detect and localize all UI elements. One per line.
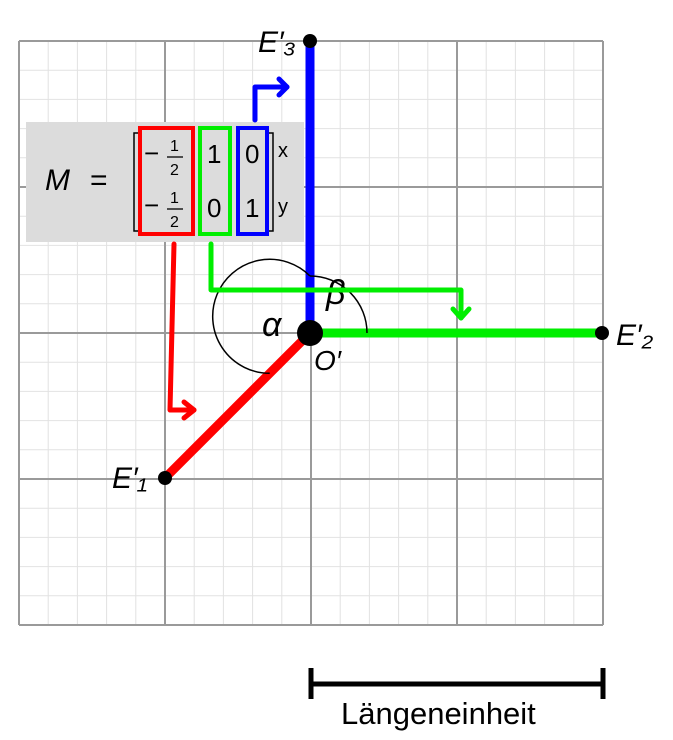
beta-arc — [309, 275, 368, 334]
origin-label: O′ — [314, 345, 343, 376]
matrix-entry-r1c3: 0 — [245, 139, 259, 169]
column3-highlight-box — [236, 126, 269, 236]
svg-text:−: − — [144, 190, 159, 220]
column2-highlight-box — [198, 126, 232, 236]
matrix-equals: = — [90, 164, 108, 197]
e1-point — [158, 471, 172, 485]
origin-point — [297, 320, 323, 346]
e1-axis-line — [160, 328, 315, 483]
e1-label: E′₁ — [112, 462, 147, 495]
matrix-background — [26, 122, 304, 242]
svg-text:2: 2 — [170, 214, 179, 231]
matrix-row-label-y: y — [278, 196, 288, 218]
matrix-row-label-x: x — [278, 140, 288, 162]
matrix-name: M — [45, 164, 70, 197]
matrix-entry-r2c1: − 1 2 — [144, 190, 183, 231]
alpha-label: α — [262, 306, 283, 344]
svg-text:1: 1 — [170, 190, 179, 207]
e2-label: E′₂ — [616, 319, 654, 352]
matrix-entry-r2c2: 0 — [207, 193, 221, 223]
column1-highlight-box — [138, 126, 195, 236]
e3-point — [303, 34, 317, 48]
matrix-entry-r1c1: − 1 2 — [144, 138, 183, 179]
matrix-entry-r2c3: 1 — [245, 193, 259, 223]
scale-bar-label: Längeneinheit — [341, 696, 536, 731]
green-mapping-arrow — [208, 241, 472, 321]
red-mapping-arrow — [167, 241, 197, 421]
matrix-box: M = − 1 2 − 1 2 1 0 0 1 x y — [26, 122, 304, 242]
matrix-left-bracket — [133, 132, 139, 232]
svg-text:1: 1 — [170, 138, 179, 155]
scale-bar — [308, 668, 606, 699]
e2-point — [595, 326, 609, 340]
beta-label: β — [325, 274, 345, 312]
blue-mapping-arrow — [252, 76, 290, 123]
matrix-right-bracket — [268, 132, 274, 232]
matrix-entry-r1c2: 1 — [207, 139, 221, 169]
alpha-arc — [211, 258, 311, 375]
svg-text:2: 2 — [170, 162, 179, 179]
e3-label: E′₃ — [258, 26, 296, 59]
svg-text:−: − — [144, 138, 159, 168]
